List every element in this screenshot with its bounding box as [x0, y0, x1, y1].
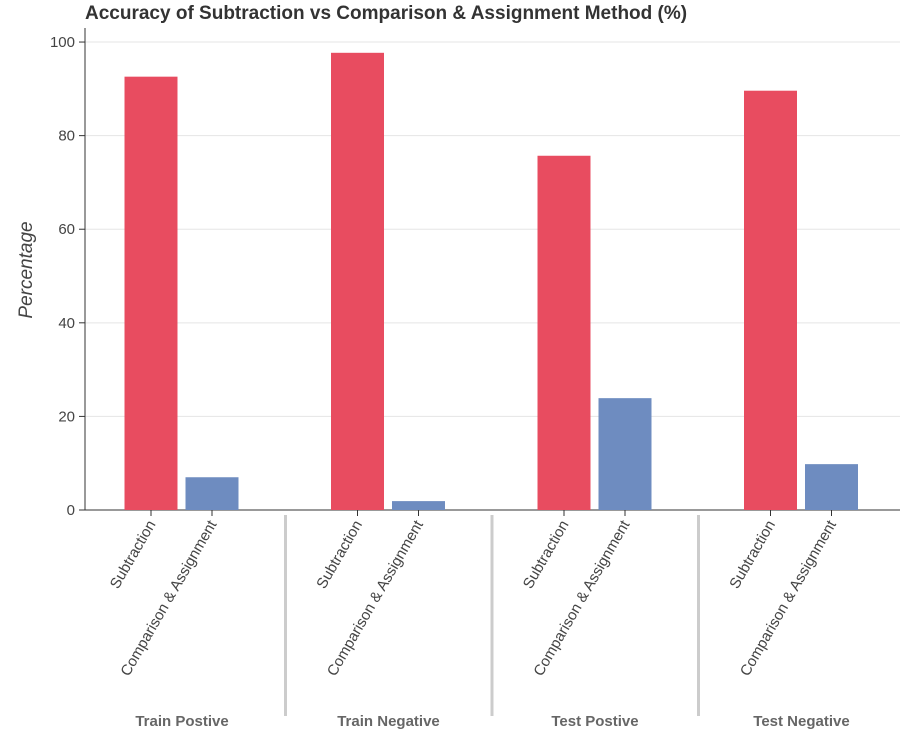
group-label: Test Negative — [753, 713, 849, 730]
bar — [598, 398, 652, 510]
bar — [185, 477, 239, 510]
bar — [392, 501, 445, 510]
bar — [537, 155, 591, 510]
y-axis-label: Percentage — [16, 221, 37, 318]
y-tick-label: 40 — [58, 315, 75, 332]
group-label: Train Negative — [337, 713, 440, 730]
bar — [744, 90, 797, 511]
y-tick-label: 60 — [58, 221, 75, 238]
group-label: Train Postive — [135, 713, 228, 730]
x-tick-label: Subtraction — [313, 518, 366, 592]
bar — [124, 76, 178, 510]
group-label: Test Postive — [551, 713, 638, 730]
chart-title: Accuracy of Subtraction vs Comparison & … — [85, 3, 687, 24]
y-tick-label: 80 — [58, 128, 75, 145]
y-tick-label: 0 — [67, 502, 75, 519]
x-tick-label: Subtraction — [107, 518, 160, 592]
y-tick-label: 20 — [58, 408, 75, 425]
bar — [331, 52, 384, 510]
x-tick-label: Subtraction — [520, 518, 573, 592]
x-tick-label: Subtraction — [726, 518, 779, 592]
bar — [805, 464, 858, 510]
y-tick-label: 100 — [50, 34, 75, 51]
